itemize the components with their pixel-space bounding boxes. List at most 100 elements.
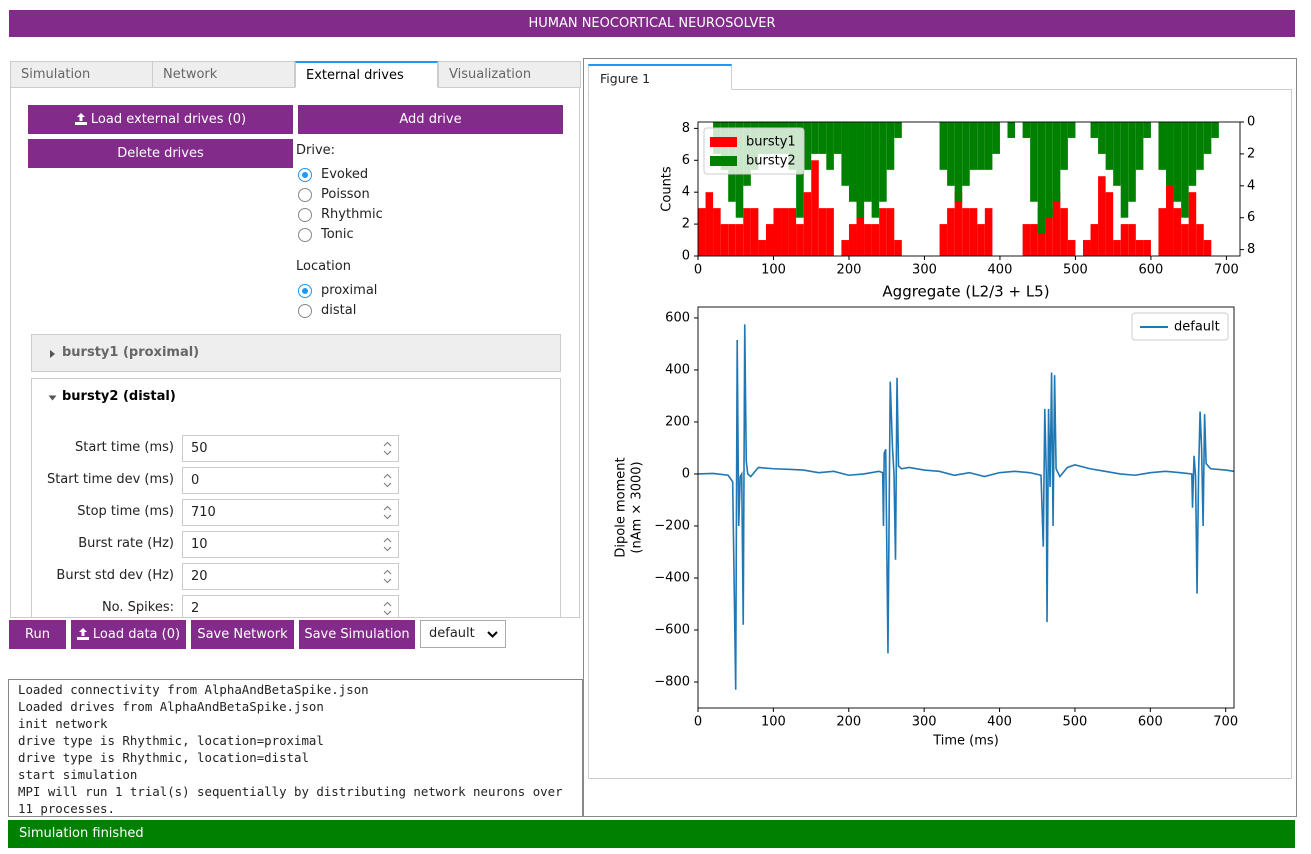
spinner — [383, 441, 392, 456]
bar — [841, 122, 849, 186]
bar — [1067, 240, 1076, 256]
bar — [796, 224, 804, 256]
bar — [1090, 122, 1099, 138]
bar — [781, 208, 789, 256]
y-tick-label: −200 — [654, 518, 690, 533]
x-tick-label: 0 — [694, 715, 702, 730]
bar — [954, 192, 963, 256]
bar — [864, 122, 872, 202]
field-input[interactable]: 10 — [182, 531, 399, 558]
bar — [1022, 224, 1031, 256]
upload-icon — [76, 628, 89, 640]
field-input[interactable]: 710 — [182, 499, 399, 526]
bar — [765, 224, 774, 256]
bar — [856, 192, 865, 256]
field-input[interactable]: 20 — [182, 563, 399, 590]
bar — [864, 224, 872, 256]
spinner — [383, 601, 392, 616]
dataset-select[interactable]: default — [420, 620, 506, 648]
legend-label: bursty2 — [746, 154, 796, 169]
field-input[interactable]: 0 — [182, 467, 399, 494]
bar — [713, 208, 721, 256]
y-tick-label: 0 — [682, 466, 690, 481]
log-line: MPI will run 1 trial(s) sequentially by … — [18, 784, 571, 816]
spinner — [383, 537, 392, 552]
axes-frame — [697, 121, 1241, 257]
figure-tab[interactable]: Figure 1 — [588, 64, 732, 90]
bar — [939, 122, 948, 170]
bar — [894, 122, 902, 138]
save-simulation-button[interactable]: Save Simulation — [299, 620, 415, 649]
bar — [750, 208, 759, 256]
bar — [826, 208, 834, 256]
radio-label: proximal — [321, 283, 378, 298]
x-tick-label: 500 — [1063, 715, 1088, 730]
legend-swatch — [710, 156, 737, 166]
field-input[interactable]: 2 — [182, 595, 399, 617]
spinner — [383, 569, 392, 584]
y-tick-label: 6 — [682, 153, 690, 168]
log-output: Loaded connectivity from AlphaAndBetaSpi… — [8, 679, 583, 817]
y-tick-label: 0 — [682, 249, 690, 264]
bar — [1045, 122, 1053, 218]
bar — [1181, 122, 1189, 218]
y2-tick-label: 0 — [1247, 115, 1255, 130]
field-label: Start time (ms) — [75, 440, 174, 455]
bar — [1045, 208, 1053, 256]
figure-area — [588, 89, 1292, 779]
radio-label: Poisson — [321, 187, 370, 202]
bar — [1143, 240, 1151, 256]
y-axis-label: Dipole moment — [614, 457, 629, 557]
legend-label: default — [1174, 320, 1220, 335]
spinner — [383, 505, 392, 520]
bar — [1052, 122, 1061, 202]
x-tick-label: 400 — [988, 263, 1013, 278]
select-value: default — [429, 626, 475, 641]
app-title: HUMAN NEOCORTICAL NEUROSOLVER — [9, 10, 1295, 37]
bar — [1196, 122, 1204, 170]
bar — [811, 160, 819, 256]
bar — [856, 122, 865, 218]
bar — [1120, 224, 1129, 256]
field-input[interactable]: 50 — [182, 435, 399, 462]
accordion-title: bursty2 (distal) — [62, 389, 176, 404]
bar — [879, 122, 887, 202]
bar — [833, 122, 842, 154]
x-tick-label: 700 — [1214, 263, 1239, 278]
x-tick-label: 200 — [837, 263, 862, 278]
y-tick-label: 2 — [682, 217, 690, 232]
accordion[interactable]: bursty1 (proximal) — [31, 334, 561, 372]
tab[interactable]: Network — [152, 61, 295, 88]
bar — [818, 122, 827, 154]
tab[interactable]: External drives — [295, 61, 438, 88]
x-tick-label: 600 — [1139, 263, 1164, 278]
bar — [962, 122, 970, 186]
log-line: Loaded drives from AlphaAndBetaSpike.jso… — [18, 699, 324, 714]
save-network-button[interactable]: Save Network — [191, 620, 294, 649]
bar — [886, 208, 895, 256]
load-data-button[interactable]: Load data (0) — [71, 620, 186, 649]
upload-icon — [74, 113, 87, 125]
add-drive-button[interactable]: Add drive — [298, 105, 563, 134]
accordion-title: bursty1 (proximal) — [62, 345, 200, 360]
bar — [811, 122, 819, 154]
bar — [728, 224, 736, 256]
legend-swatch — [710, 137, 737, 147]
radio-label: Rhythmic — [321, 207, 383, 222]
bar — [1188, 122, 1197, 186]
bar — [788, 208, 797, 256]
bar — [1022, 122, 1031, 138]
bar — [879, 208, 887, 256]
bar — [1158, 208, 1167, 256]
location-label: Location — [296, 259, 351, 274]
bar — [969, 208, 978, 256]
y-tick-label: 8 — [682, 121, 690, 136]
x-tick-label: 100 — [761, 715, 786, 730]
y2-tick-label: 2 — [1247, 146, 1255, 161]
accordion[interactable]: bursty2 (distal) Start time (ms) 50 Start … — [31, 378, 561, 617]
load-drives-button[interactable]: Load external drives (0) — [28, 105, 293, 134]
delete-drives-button[interactable]: Delete drives — [28, 139, 293, 168]
run-button[interactable]: Run — [9, 620, 66, 649]
x-tick-label: 700 — [1213, 715, 1238, 730]
